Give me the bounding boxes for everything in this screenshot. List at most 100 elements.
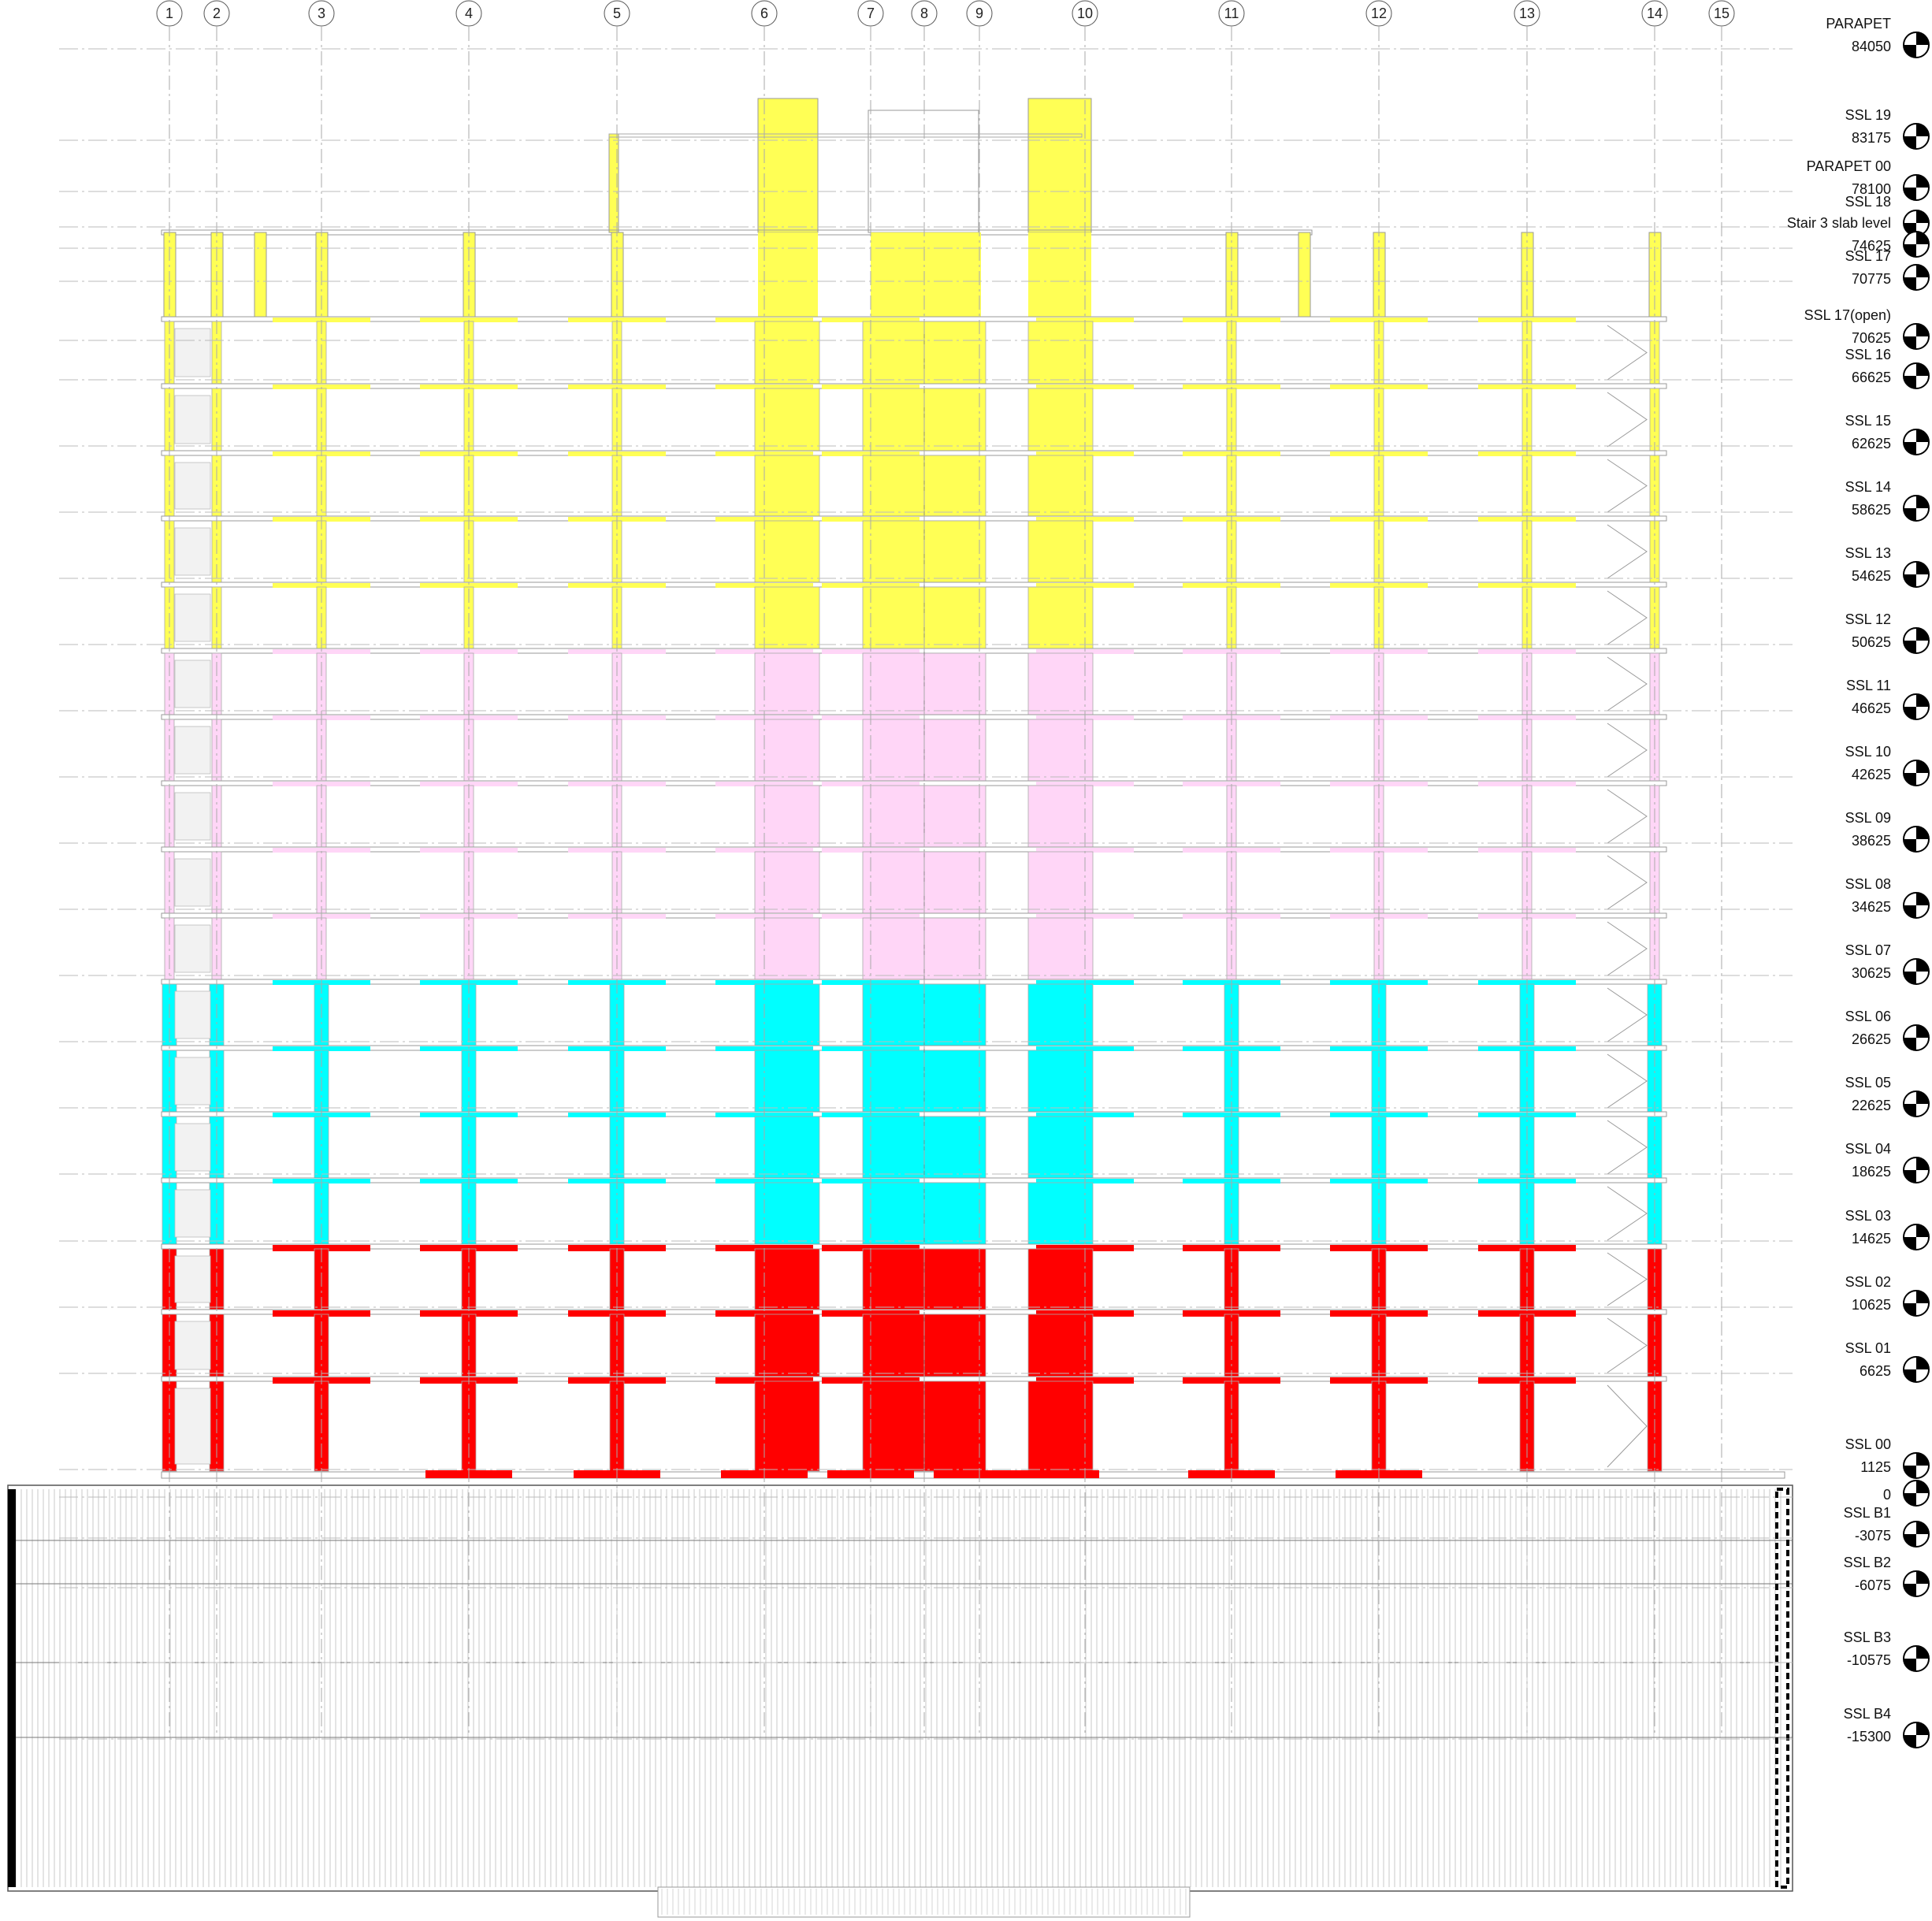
grid-label: 5 (613, 6, 621, 21)
level-value: 10625 (1852, 1297, 1891, 1313)
beam-stub (568, 848, 666, 853)
roof-core-band-left (758, 232, 818, 319)
basement-wall-left (8, 1489, 16, 1887)
ground-beam (1012, 1470, 1099, 1478)
grid-bubble (911, 0, 938, 27)
level-value: 14625 (1852, 1231, 1891, 1247)
level-marker-quadrant (1916, 1571, 1929, 1584)
stair-flight (1607, 524, 1648, 579)
level-name: SSL B1 (1844, 1505, 1891, 1521)
stair-flight (1607, 1120, 1648, 1175)
level-marker-quadrant (1916, 496, 1929, 508)
level-marker-quadrant (1904, 508, 1916, 521)
grid-label: 7 (867, 6, 875, 21)
level-name: SSL 02 (1845, 1274, 1891, 1290)
core-wall-right (1027, 785, 1094, 848)
level-marker-quadrant (1916, 562, 1929, 574)
level-value: 83175 (1852, 130, 1891, 146)
stair-box (174, 1189, 211, 1238)
core-wall-left (754, 851, 820, 914)
stair-box (174, 462, 211, 510)
level-value: 84050 (1852, 39, 1891, 54)
core-wall-left (754, 1116, 820, 1179)
level-name: SSL 00 (1845, 1436, 1891, 1452)
level-marker-quadrant (1904, 905, 1916, 918)
stair-box (174, 395, 211, 444)
roof-lift-box (868, 110, 979, 233)
stair-box (174, 858, 211, 907)
core-wall-right (1027, 1050, 1094, 1113)
level-name: SSL 18 (1845, 194, 1891, 210)
grid-label: 8 (920, 6, 928, 21)
stair-flight (1607, 459, 1648, 513)
level-marker-quadrant (1904, 442, 1916, 455)
level-marker-quadrant (1916, 429, 1929, 442)
grid-bubble (857, 0, 884, 27)
level-marker-quadrant (1904, 45, 1916, 58)
level-name: SSL B3 (1844, 1629, 1891, 1645)
stair-box (174, 1123, 211, 1172)
beam-stub (1036, 1310, 1134, 1317)
beam-stub (273, 848, 370, 853)
level-marker-quadrant (1904, 839, 1916, 852)
core-wall-left (754, 586, 820, 649)
beam-stub (568, 1310, 666, 1317)
stair-flight (1607, 1186, 1648, 1241)
grid-label: 9 (975, 6, 983, 21)
level-value: 70775 (1852, 271, 1891, 287)
level-value: 42625 (1852, 767, 1891, 782)
grid-bubble (751, 0, 778, 27)
level-marker-quadrant (1904, 1735, 1916, 1748)
roof-core-left (757, 98, 819, 233)
beam-stub (822, 1310, 920, 1317)
core-wall-right (1027, 1248, 1094, 1310)
beam-stub (420, 848, 518, 853)
level-name: SSL 05 (1845, 1075, 1891, 1091)
level-value: 30625 (1852, 965, 1891, 981)
level-marker-quadrant (1904, 1534, 1916, 1547)
level-name: SSL 06 (1845, 1009, 1891, 1024)
level-marker-quadrant (1904, 1584, 1916, 1596)
grid-label: 15 (1714, 6, 1730, 21)
stair-flight (1607, 1384, 1648, 1468)
level-value: -15300 (1847, 1729, 1891, 1745)
stair-flight (1607, 392, 1648, 448)
beam-stub (1036, 583, 1134, 588)
grid-bubble (604, 0, 630, 27)
core-wall-left (754, 719, 820, 782)
stair-box (174, 990, 211, 1039)
core-wall-right (1027, 520, 1094, 583)
level-value: 74625 (1852, 238, 1891, 254)
beam-stub (715, 848, 813, 853)
level-marker-quadrant (1916, 124, 1929, 136)
level-name: PARAPET 00 (1807, 158, 1891, 174)
level-marker-quadrant (1916, 265, 1929, 277)
level-value: 18625 (1852, 1164, 1891, 1180)
level-name: SSL 14 (1845, 479, 1891, 495)
level-name: SSL B2 (1844, 1555, 1891, 1570)
level-marker-quadrant (1916, 694, 1929, 707)
level-marker-quadrant (1904, 574, 1916, 587)
grid-label: 12 (1371, 6, 1387, 21)
level-name: SSL 07 (1845, 942, 1891, 958)
level-name: SSL 15 (1845, 413, 1891, 429)
level-marker-quadrant (1904, 1466, 1916, 1478)
grid-bubble (1641, 0, 1668, 27)
roof-core-band-right (1028, 232, 1091, 319)
level-marker-quadrant (1916, 760, 1929, 773)
core-wall-right (1027, 652, 1094, 715)
level-marker-quadrant (1916, 232, 1929, 244)
core-wall-left (754, 785, 820, 848)
beam-stub (273, 1310, 370, 1317)
level-value: -10575 (1847, 1652, 1891, 1668)
core-wall-left (754, 1182, 820, 1245)
level-marker-quadrant (1904, 188, 1916, 200)
stair-flight (1607, 656, 1648, 712)
level-marker-quadrant (1916, 1522, 1929, 1534)
level-value: 0 (1883, 1487, 1891, 1503)
stair-flight (1607, 590, 1648, 645)
beam-stub (1478, 583, 1576, 588)
beam-stub (1478, 848, 1576, 853)
stair-flight (1607, 325, 1648, 381)
level-marker-quadrant (1916, 32, 1929, 45)
